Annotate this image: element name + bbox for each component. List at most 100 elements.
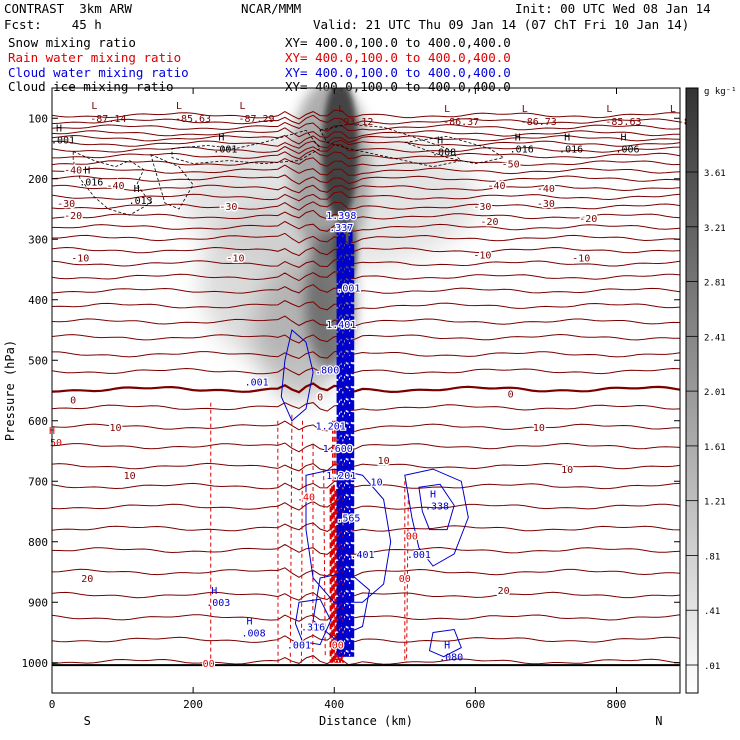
isotherm-line bbox=[52, 522, 680, 533]
contour-value-label: 00 bbox=[332, 641, 344, 652]
isotherm-label: 0 bbox=[317, 393, 323, 404]
isotherm-line bbox=[52, 655, 680, 666]
high-value: .006 bbox=[616, 144, 640, 155]
isotherm-line bbox=[52, 462, 680, 472]
isotherm-line bbox=[52, 591, 680, 601]
isotherm-line bbox=[52, 139, 680, 149]
high-marker: H bbox=[564, 132, 570, 143]
isotherm-label: -40 bbox=[537, 184, 555, 195]
colorbar-tick-label: 3.21 bbox=[704, 224, 726, 234]
isotherm-line bbox=[52, 164, 680, 176]
high-value: .016 bbox=[559, 144, 583, 155]
isotherm-label: -10 bbox=[71, 253, 89, 264]
isotherm-line bbox=[52, 144, 680, 155]
cloud-water-contour bbox=[428, 628, 462, 658]
contour-value-label: 1.201 bbox=[326, 471, 356, 482]
isotherm-line bbox=[52, 333, 680, 344]
x-tick-label: 400 bbox=[324, 698, 344, 711]
high-marker: H bbox=[430, 489, 436, 500]
isotherm-line bbox=[52, 201, 680, 211]
isotherm-line bbox=[52, 500, 680, 511]
contour-value-label: .401 bbox=[350, 550, 374, 561]
colorbar: 3.61 3.21 2.81 2.41 2.01 1.61 1.21 .81 .41 .01 g … bbox=[685, 87, 737, 694]
cloud-water-contour bbox=[404, 468, 469, 567]
contour-value-label: 10 bbox=[371, 477, 383, 488]
isotherm-line bbox=[52, 284, 680, 295]
field-xy-snow: XY= 400.0,100.0 to 400.0,400.0 bbox=[285, 35, 511, 50]
low-value: -86.73 bbox=[521, 117, 557, 128]
isotherm-line bbox=[52, 315, 680, 328]
isotherm-line bbox=[52, 567, 680, 578]
isotherm-line bbox=[52, 149, 680, 160]
y-tick-label: 300 bbox=[28, 233, 48, 246]
y-tick-label: 400 bbox=[28, 294, 48, 307]
x-tick-label: 0 bbox=[49, 698, 56, 711]
rain-contour bbox=[300, 420, 303, 663]
colorbar-tick-label: .81 bbox=[704, 552, 720, 562]
contour-value-label: 1.401 bbox=[326, 320, 356, 331]
high-marker: H bbox=[515, 132, 521, 143]
isotherm-label: -30 bbox=[537, 199, 555, 210]
isotherm-line bbox=[52, 209, 680, 220]
x-tick-label: 800 bbox=[607, 698, 627, 711]
isotherm-label: -20 bbox=[64, 211, 82, 222]
low-marker: L bbox=[444, 104, 450, 115]
contour-value-label: .001 bbox=[407, 550, 431, 561]
model-title: CONTRAST 3km ARW bbox=[4, 1, 132, 16]
isotherm-label: -50 bbox=[502, 160, 520, 171]
snow-shading bbox=[180, 88, 480, 400]
isotherm-label: -20 bbox=[480, 217, 498, 228]
cloud-ice-contour bbox=[150, 153, 194, 210]
high-value: .001 bbox=[213, 144, 237, 155]
rain-contour bbox=[323, 469, 326, 657]
cloud-water-contours bbox=[280, 222, 469, 658]
x-tick-label: 600 bbox=[465, 698, 485, 711]
isotherm-label: 0 bbox=[508, 390, 514, 401]
isotherm-line bbox=[52, 184, 680, 194]
high-value: 50 bbox=[50, 438, 62, 449]
center-name: NCAR/MMM bbox=[241, 1, 302, 16]
low-value: -85.63 bbox=[175, 114, 211, 125]
x-axis-label: Distance (km) bbox=[319, 714, 413, 728]
field-xy-cloud-water: XY= 400.0,100.0 to 400.0,400.0 bbox=[285, 65, 511, 80]
low-marker: L bbox=[240, 101, 246, 112]
high-value: .016 bbox=[510, 144, 534, 155]
isotherm-label: -20 bbox=[579, 214, 597, 225]
contour-value-label: .316 bbox=[301, 622, 325, 633]
low-value: -87.29 bbox=[238, 114, 274, 125]
high-value: .080 bbox=[439, 653, 463, 664]
high-marker: H bbox=[444, 641, 450, 652]
cloud-water-contour bbox=[305, 468, 392, 603]
isotherm-line bbox=[52, 402, 680, 412]
high-value: .338 bbox=[425, 501, 449, 512]
contour-value-label: .800 bbox=[315, 365, 339, 376]
contour-value-label: 1.398 bbox=[326, 211, 356, 222]
isotherm-label: -40 bbox=[488, 181, 506, 192]
isotherm-label: -40 bbox=[106, 181, 124, 192]
y-tick-label: 800 bbox=[28, 536, 48, 549]
plot-frame bbox=[51, 87, 681, 694]
low-value: -85.63 bbox=[605, 117, 641, 128]
isotherm-line bbox=[52, 300, 680, 311]
isotherm-line bbox=[52, 420, 680, 432]
cloud-ice-contour bbox=[72, 150, 152, 216]
isotherm-label: -10 bbox=[226, 253, 244, 264]
low-value: -87.14 bbox=[90, 114, 126, 125]
y-tick-label: 600 bbox=[28, 415, 48, 428]
colorbar-tick-label: .01 bbox=[704, 662, 720, 672]
contour-value-label: 1.600 bbox=[323, 444, 353, 455]
high-marker: H bbox=[84, 166, 90, 177]
isotherm-line bbox=[52, 220, 680, 232]
high-marker: H bbox=[56, 123, 62, 134]
y-tick-label: 500 bbox=[28, 354, 48, 367]
isotherm-line bbox=[52, 634, 680, 645]
contour-value-label: 1.201 bbox=[316, 422, 346, 433]
isotherm-line bbox=[52, 246, 680, 257]
high-value: .008 bbox=[432, 147, 456, 158]
south-label: S bbox=[84, 714, 91, 728]
high-marker: H bbox=[437, 135, 443, 146]
high-value: .016 bbox=[79, 178, 103, 189]
